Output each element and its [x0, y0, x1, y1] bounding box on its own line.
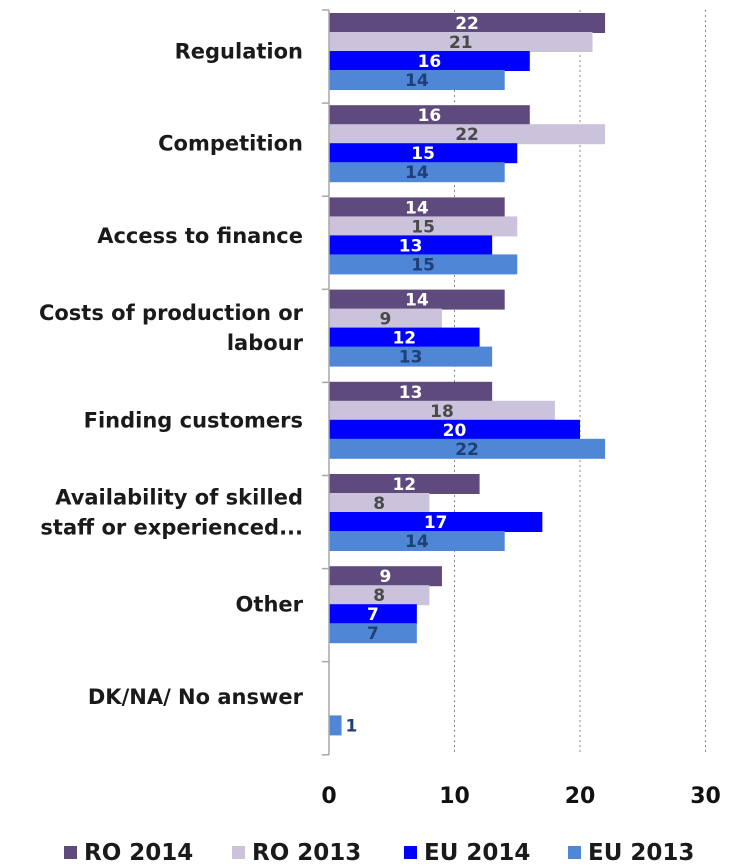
data-label: 15 [411, 255, 435, 275]
data-label: 16 [418, 52, 442, 72]
bar-ro-2013 [329, 32, 593, 52]
bar-ro-2013 [329, 216, 518, 237]
category-label: Competition [158, 132, 303, 156]
bar-eu-2013 [329, 254, 518, 275]
x-tick-label: 0 [321, 784, 336, 809]
gridlines [454, 10, 706, 755]
legend-label: RO 2014 [84, 840, 193, 866]
bar-eu-2014 [329, 143, 518, 164]
bar-ro-2014 [329, 474, 480, 494]
bar-ro-2013 [329, 124, 606, 145]
x-tick-label: 30 [690, 784, 721, 809]
legend-label: RO 2013 [252, 840, 361, 866]
bar-eu-2013 [329, 346, 493, 367]
category-label: staff or experienced... [40, 516, 303, 540]
data-label: 7 [367, 605, 379, 625]
data-label: 21 [449, 33, 473, 53]
bar-eu-2013 [329, 162, 505, 183]
data-label: 13 [399, 236, 423, 256]
data-label: 9 [380, 310, 392, 330]
category-label: Other [236, 593, 304, 617]
bar-eu-2014 [329, 604, 417, 625]
data-label: 7 [367, 624, 379, 644]
data-label: 16 [418, 106, 442, 126]
category-label: Finding customers [84, 408, 303, 432]
bar-ro-2013 [329, 493, 430, 513]
data-label: 8 [373, 586, 385, 606]
data-label: 8 [373, 494, 385, 514]
data-label: 13 [399, 383, 423, 403]
data-label: 12 [392, 475, 416, 495]
legend-label: EU 2014 [424, 840, 530, 866]
legend-swatch [404, 846, 417, 859]
data-label: 1 [346, 716, 358, 736]
data-label: 13 [399, 348, 423, 368]
bar-eu-2013 [329, 70, 505, 90]
bar-ro-2014 [329, 105, 530, 126]
bar-ro-2013 [329, 400, 555, 421]
data-label: 15 [411, 144, 435, 164]
bar-eu-2013 [329, 531, 505, 551]
bars: 2221161416221514141513151491213131820221… [329, 13, 606, 736]
data-label: 22 [455, 440, 479, 460]
x-tick-label: 10 [439, 784, 470, 809]
bar-eu-2014 [329, 51, 530, 71]
data-label: 14 [405, 163, 429, 183]
data-label: 17 [424, 513, 448, 533]
category-label: Availability of skilled [55, 486, 303, 510]
bar-ro-2014 [329, 566, 442, 587]
x-tick-labels: 0 10 20 30 [321, 784, 720, 809]
data-label: 14 [405, 71, 429, 91]
bar-eu-2014 [329, 512, 543, 532]
data-label: 9 [380, 567, 392, 587]
category-label: Access to finance [97, 224, 303, 248]
data-label: 14 [405, 198, 429, 218]
x-tick-label: 20 [565, 784, 596, 809]
bar-eu-2013 [329, 623, 417, 644]
axes [322, 9, 330, 756]
category-label: Costs of production or [39, 301, 304, 325]
legend: RO 2014 RO 2013 EU 2014 EU 2013 [64, 840, 694, 866]
legend-swatch [232, 846, 245, 859]
bar-eu-2013 [329, 715, 342, 736]
bar-ro-2013 [329, 585, 430, 606]
bar-ro-2014 [329, 289, 505, 310]
bar-ro-2014 [329, 381, 493, 402]
bar-eu-2014 [329, 419, 580, 440]
bar-eu-2014 [329, 235, 493, 256]
legend-label: EU 2013 [588, 840, 694, 866]
category-label: DK/NA/ No answer [88, 685, 304, 709]
bar-ro-2014 [329, 13, 606, 33]
data-label: 14 [405, 532, 429, 552]
category-labels: Regulation Competition Access to finance Co… [39, 40, 304, 709]
data-label: 15 [411, 217, 435, 237]
bar-ro-2013 [329, 308, 442, 329]
data-label: 12 [392, 329, 416, 349]
data-label: 14 [405, 291, 429, 311]
data-label: 18 [430, 402, 454, 422]
category-label: Regulation [175, 40, 303, 64]
bar-eu-2014 [329, 327, 480, 348]
data-label: 20 [443, 421, 467, 441]
category-label: labour [227, 331, 304, 355]
data-label: 22 [455, 14, 479, 34]
bar-eu-2013 [329, 438, 606, 459]
legend-swatch [568, 846, 581, 859]
data-label: 22 [455, 125, 479, 145]
bar-ro-2014 [329, 197, 505, 218]
legend-swatch [64, 846, 77, 859]
